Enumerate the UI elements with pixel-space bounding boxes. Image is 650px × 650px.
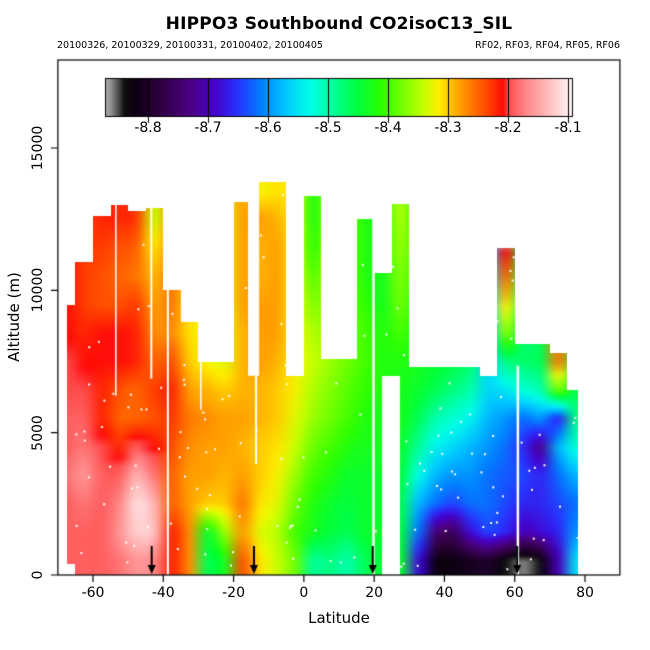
colorbar-tick-label--8.1: -8.1 <box>554 120 582 136</box>
x-tick-label-80: 80 <box>576 585 594 601</box>
y-tick-label-15000: 15000 <box>30 125 46 171</box>
x-tick-label--60: -60 <box>81 585 105 601</box>
x-tick-label-40: 40 <box>435 585 454 601</box>
colorbar-tick-label--8.6: -8.6 <box>254 120 282 136</box>
x-tick-label--20: -20 <box>222 585 245 601</box>
colorbar-tick-label--8.5: -8.5 <box>314 120 342 136</box>
y-tick-label-10000: 10000 <box>30 268 46 313</box>
colorbar-tick-label--8.3: -8.3 <box>434 120 462 136</box>
y-tick-label-5000: 5000 <box>30 414 46 451</box>
x-tick-label-60: 60 <box>505 585 524 601</box>
subtitle-dates: 20100326, 20100329, 20100331, 20100402, … <box>57 40 323 51</box>
page-title: HIPPO3 Southbound CO2isoC13_SIL <box>165 14 513 34</box>
colorbar-tick-label--8.7: -8.7 <box>194 120 222 136</box>
x-tick-label-20: 20 <box>365 585 384 601</box>
colorbar-tick-label--8.2: -8.2 <box>494 120 522 136</box>
colorbar-tick-label--8.8: -8.8 <box>134 120 162 136</box>
x-tick-label--40: -40 <box>151 585 175 601</box>
y-tick-label-0: 0 <box>30 570 46 580</box>
y-axis-label: Altitude (m) <box>5 272 23 362</box>
subtitle-flights: RF02, RF03, RF04, RF05, RF06 <box>475 40 620 51</box>
x-tick-label-0: 0 <box>299 585 309 601</box>
x-axis-label: Latitude <box>308 609 370 627</box>
colorbar-tick-label--8.4: -8.4 <box>374 120 402 136</box>
